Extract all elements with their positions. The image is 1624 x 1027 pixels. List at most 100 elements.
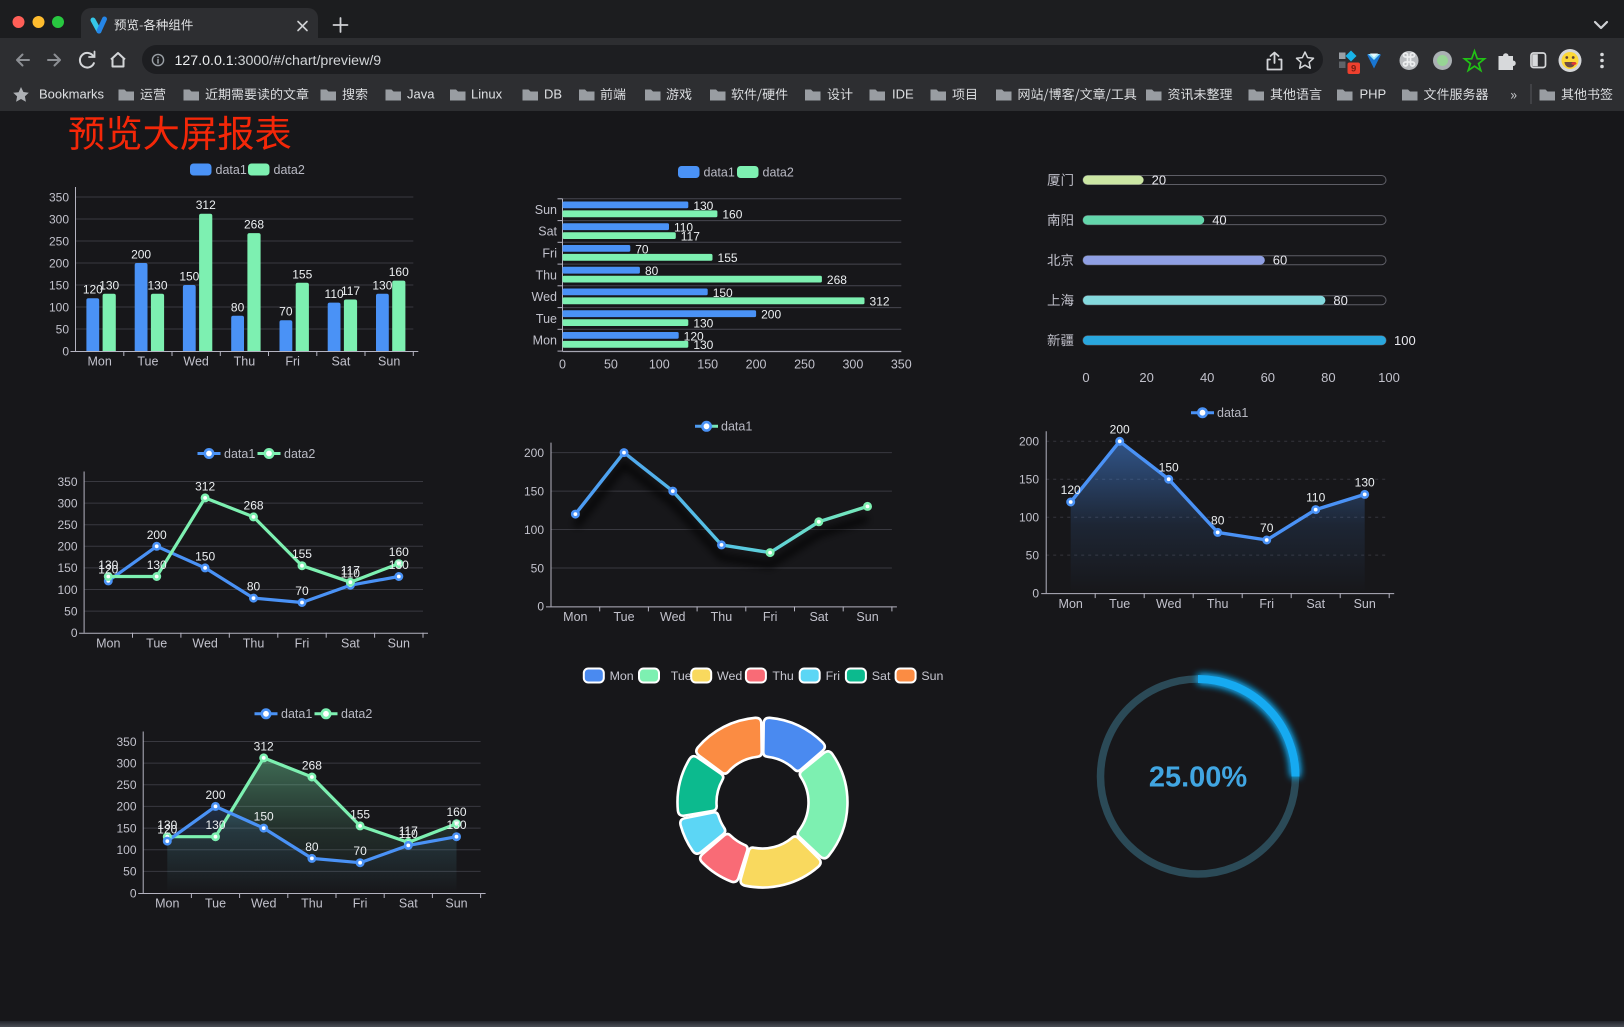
svg-text:Mon: Mon [155,897,179,911]
svg-text:130: 130 [446,818,466,832]
svg-text:Sun: Sun [856,610,878,624]
svg-text:80: 80 [1333,293,1347,308]
svg-text:40: 40 [1200,370,1214,385]
svg-text:70: 70 [635,242,649,256]
svg-text:70: 70 [353,844,367,858]
svg-text:Sun: Sun [535,203,557,217]
svg-text:130: 130 [693,199,713,213]
svg-text:Fri: Fri [353,897,368,911]
svg-text:data2: data2 [274,163,305,177]
svg-text:130: 130 [389,558,409,572]
svg-text:120: 120 [83,283,103,297]
svg-text:117: 117 [681,229,700,243]
svg-text:250: 250 [49,234,69,248]
svg-text:data1: data1 [704,165,735,179]
svg-text:130: 130 [693,316,713,330]
svg-text:80: 80 [1211,513,1225,527]
svg-text:Wed: Wed [251,897,277,911]
svg-text:150: 150 [254,810,274,824]
svg-text:117: 117 [341,564,360,578]
svg-text:130: 130 [693,338,713,352]
svg-text:70: 70 [279,305,293,319]
svg-text:70: 70 [295,584,309,598]
svg-text:130: 130 [147,278,167,292]
svg-text:300: 300 [49,212,69,226]
svg-text:312: 312 [196,198,216,212]
svg-text:data2: data2 [284,447,315,461]
svg-text:20: 20 [1139,370,1153,385]
svg-text:200: 200 [49,256,69,270]
svg-text:data2: data2 [341,707,372,721]
svg-text:60: 60 [1261,370,1275,385]
svg-text:130: 130 [147,558,167,572]
svg-text:Thu: Thu [772,669,793,683]
svg-text:130: 130 [99,278,119,292]
svg-text:120: 120 [1061,483,1081,497]
svg-text:Tue: Tue [205,897,226,911]
svg-text:110: 110 [674,221,693,235]
svg-text:50: 50 [531,561,545,575]
svg-text:Sat: Sat [809,610,828,624]
svg-text:0: 0 [71,626,78,640]
svg-text:Sat: Sat [332,355,351,369]
svg-text:0: 0 [537,600,544,614]
svg-text:Sun: Sun [921,669,943,683]
svg-text:200: 200 [746,358,767,372]
svg-text:Mon: Mon [610,669,634,683]
svg-text:40: 40 [1212,213,1226,228]
svg-text:PHP: PHP [1360,87,1387,102]
svg-text:120: 120 [684,329,704,343]
svg-text:200: 200 [147,528,167,542]
svg-text:200: 200 [1110,422,1130,436]
svg-text:300: 300 [57,496,77,510]
svg-text:Sat: Sat [399,897,418,911]
svg-text:Tue: Tue [536,312,557,326]
svg-text:Sat: Sat [1306,597,1325,611]
svg-text:0: 0 [130,886,137,900]
svg-text:100: 100 [524,523,544,537]
svg-text:Thu: Thu [711,610,733,624]
svg-text:Sat: Sat [872,669,891,683]
svg-text:130: 130 [157,818,177,832]
svg-text:Bookmarks: Bookmarks [39,87,105,102]
svg-text:150: 150 [697,358,718,372]
svg-text:Thu: Thu [535,268,557,282]
svg-text:200: 200 [1019,435,1039,449]
svg-text:Wed: Wed [532,290,558,304]
svg-text:117: 117 [341,284,360,298]
svg-text:25.00%: 25.00% [1149,762,1248,794]
svg-text:268: 268 [244,498,264,512]
svg-text:0: 0 [1082,370,1089,385]
svg-text:350: 350 [57,475,77,489]
svg-text:150: 150 [195,549,215,563]
svg-text:160: 160 [446,805,466,819]
svg-text:50: 50 [604,358,618,372]
svg-text:130: 130 [205,818,225,832]
svg-text:Sat: Sat [538,225,557,239]
svg-text:Mon: Mon [87,355,111,369]
svg-text:100: 100 [49,300,69,314]
svg-text:312: 312 [195,479,215,493]
svg-text:Thu: Thu [243,637,265,651]
svg-text:Mon: Mon [533,334,557,348]
svg-text:50: 50 [1026,548,1040,562]
svg-text:268: 268 [827,273,847,287]
svg-text:60: 60 [1273,253,1287,268]
svg-text:Tue: Tue [671,669,692,683]
svg-text:Thu: Thu [234,355,256,369]
svg-text:Java: Java [407,87,435,102]
svg-text:155: 155 [292,267,312,281]
svg-text:Mon: Mon [96,637,120,651]
svg-text:Sun: Sun [445,897,467,911]
svg-text:Mon: Mon [1059,597,1083,611]
svg-text:110: 110 [1306,491,1325,505]
svg-text:Wed: Wed [660,610,686,624]
svg-text:Fri: Fri [826,669,840,683]
svg-text:155: 155 [718,251,738,265]
svg-text:130: 130 [98,558,118,572]
svg-text:160: 160 [389,265,409,279]
svg-text:268: 268 [244,218,264,232]
svg-text:250: 250 [794,358,815,372]
svg-text:130: 130 [1355,475,1375,489]
svg-text:200: 200 [57,540,77,554]
